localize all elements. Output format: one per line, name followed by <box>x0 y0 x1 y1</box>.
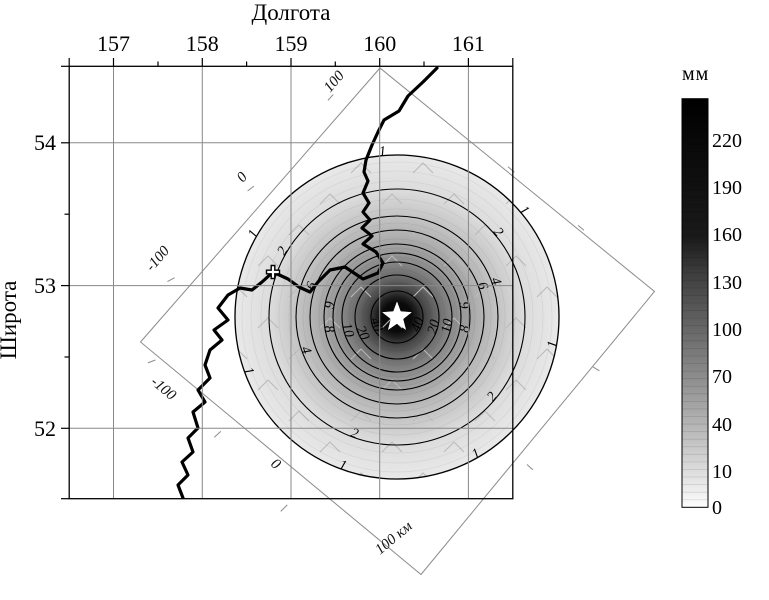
svg-text:40: 40 <box>712 414 732 436</box>
svg-text:0: 0 <box>267 456 283 473</box>
svg-text:100: 100 <box>321 68 348 96</box>
svg-text:-100: -100 <box>147 374 179 404</box>
svg-text:10: 10 <box>712 461 732 483</box>
svg-text:Широта: Широта <box>0 281 21 360</box>
svg-text:100: 100 <box>712 319 742 341</box>
svg-text:159: 159 <box>275 31 308 56</box>
svg-text:160: 160 <box>712 224 742 246</box>
svg-text:53: 53 <box>34 273 56 298</box>
svg-text:1: 1 <box>245 227 261 241</box>
svg-text:70: 70 <box>712 366 732 388</box>
svg-text:10: 10 <box>439 318 456 334</box>
svg-text:190: 190 <box>712 177 742 199</box>
svg-text:мм: мм <box>682 63 709 85</box>
svg-text:0: 0 <box>234 169 251 186</box>
svg-text:1: 1 <box>545 340 561 349</box>
svg-text:161: 161 <box>452 31 485 56</box>
svg-text:160: 160 <box>363 31 396 56</box>
svg-text:54: 54 <box>34 130 56 155</box>
svg-text:220: 220 <box>712 130 742 152</box>
svg-text:-100: -100 <box>143 243 173 275</box>
svg-text:130: 130 <box>712 272 742 294</box>
svg-text:Долгота: Долгота <box>252 0 331 25</box>
svg-text:158: 158 <box>186 31 219 56</box>
svg-text:0: 0 <box>712 497 722 519</box>
svg-text:52: 52 <box>34 416 56 441</box>
svg-text:157: 157 <box>97 31 130 56</box>
